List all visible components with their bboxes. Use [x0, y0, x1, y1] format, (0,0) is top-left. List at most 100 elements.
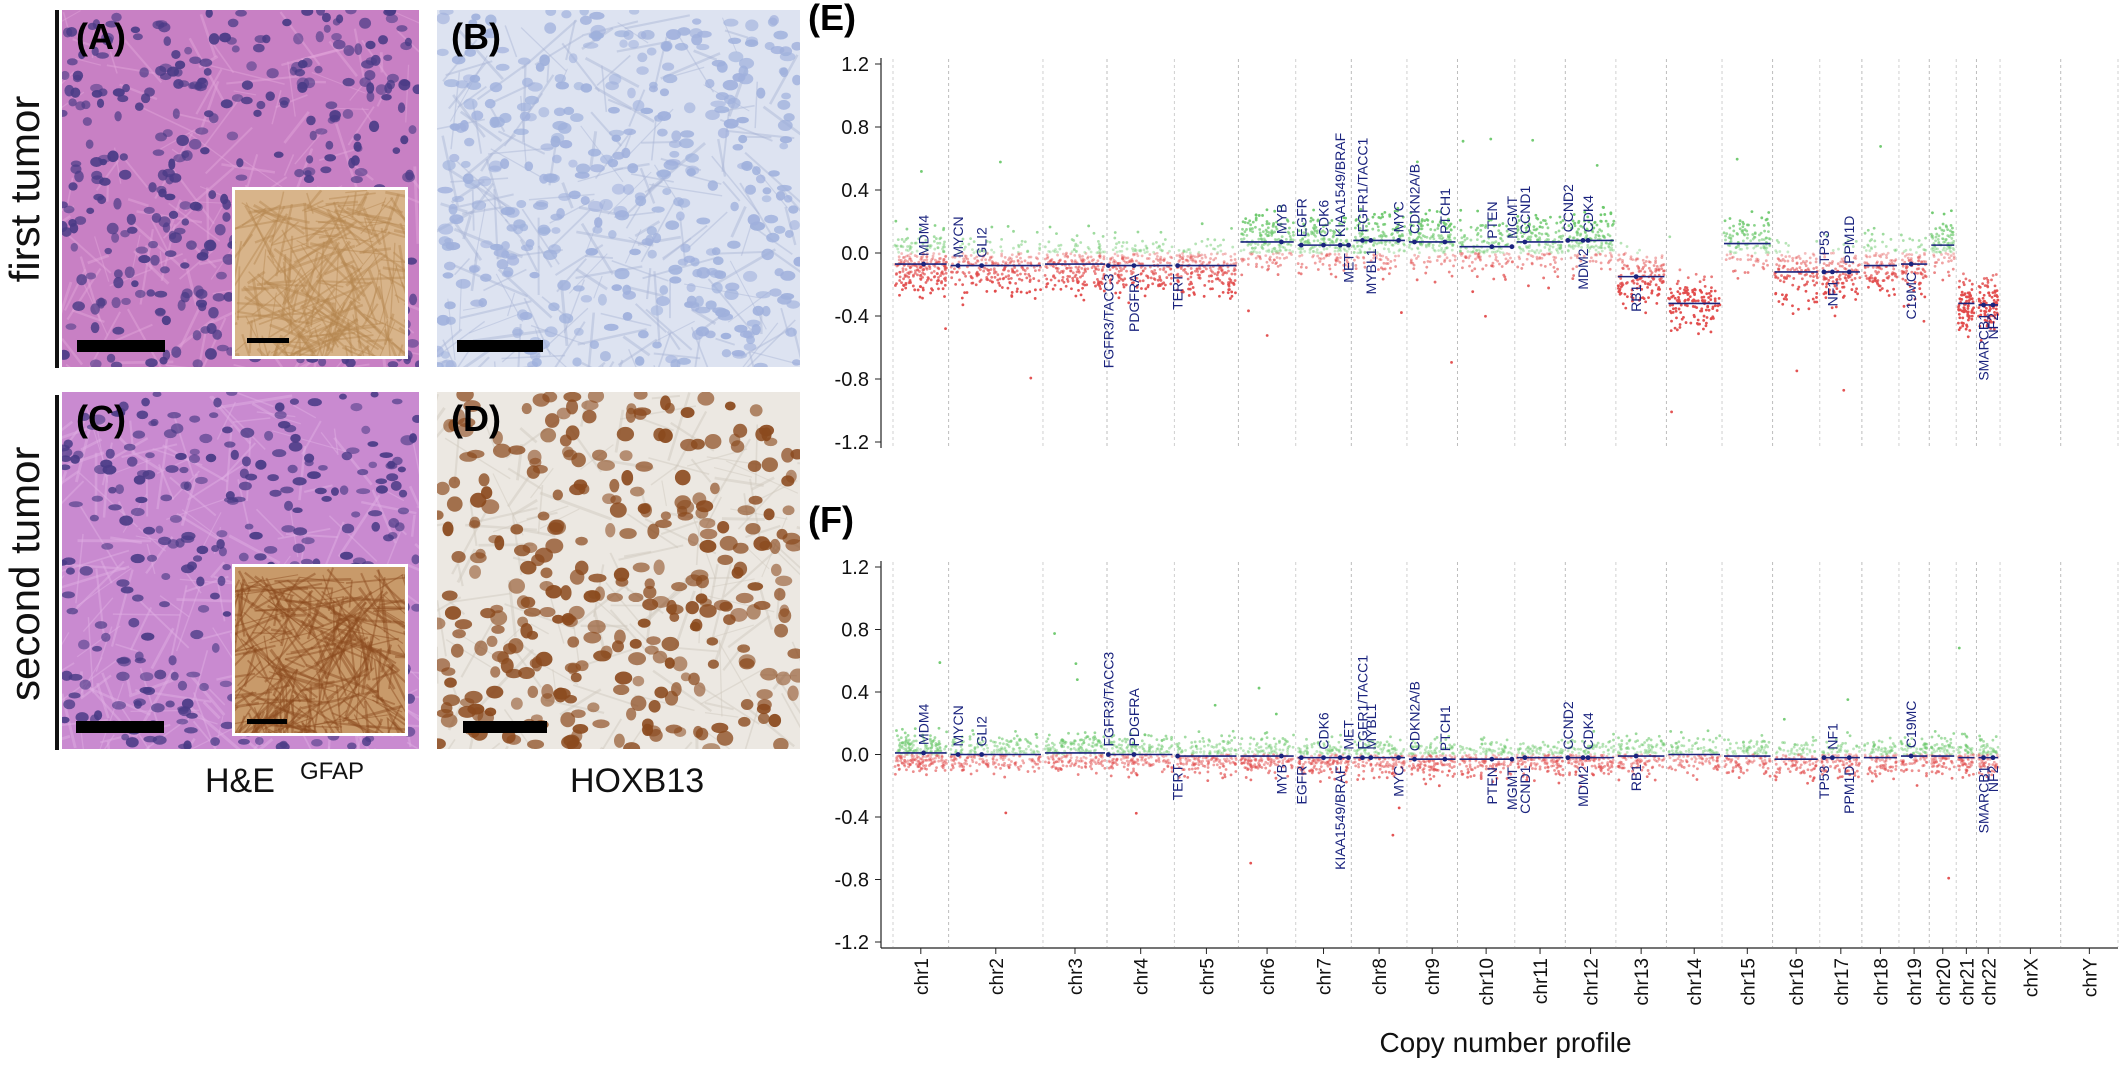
- cnv-point: [1469, 250, 1473, 254]
- cnv-point: [1320, 237, 1324, 241]
- cnv-point: [926, 754, 930, 758]
- cnv-point: [1281, 748, 1285, 752]
- cnv-point: [1047, 249, 1051, 253]
- cnv-point: [905, 254, 909, 258]
- cnv-point: [945, 730, 949, 734]
- cnv-point: [1549, 251, 1553, 254]
- cnv-point: [1709, 289, 1713, 293]
- cnv-point: [1101, 234, 1105, 238]
- cnv-point: [1197, 254, 1201, 258]
- cnv-point: [1167, 746, 1171, 750]
- cnv-point: [1379, 258, 1383, 262]
- cnv-point: [1785, 297, 1789, 301]
- cnv-point: [949, 265, 953, 269]
- cnv-point: [1854, 290, 1857, 294]
- gene-marker: [1633, 274, 1639, 280]
- cnv-point: [1149, 763, 1153, 767]
- cnv-point: [1273, 209, 1277, 213]
- cnv-point: [1585, 234, 1589, 238]
- cnv-point: [1080, 259, 1084, 263]
- cnv-point: [1230, 738, 1234, 742]
- cnv-point: [906, 249, 910, 253]
- cnv-point: [1159, 230, 1163, 234]
- cnv-point: [1728, 244, 1732, 248]
- cnv-point: [1322, 225, 1325, 228]
- cnv-point: [1045, 740, 1048, 743]
- cnv-point: [1727, 236, 1731, 239]
- cnv-point: [1800, 277, 1804, 281]
- cnv-point: [1983, 284, 1987, 288]
- cnv-point: [1126, 768, 1129, 771]
- cnv-point: [1560, 257, 1564, 261]
- cnv-point: [1189, 267, 1193, 270]
- cnv-point: [1018, 737, 1022, 741]
- gene-marker: [1908, 261, 1914, 267]
- cnv-point: [1088, 760, 1092, 764]
- cnv-point: [1266, 226, 1270, 230]
- cnv-point: [1922, 319, 1926, 323]
- cnv-point: [1299, 265, 1303, 269]
- cnv-point: [1724, 234, 1727, 238]
- cnv-point: [1767, 211, 1771, 214]
- cnv-point: [1864, 249, 1868, 252]
- cnv-point: [1073, 253, 1077, 257]
- cnv-point: [1764, 218, 1768, 222]
- gene-label: C19MC: [1903, 272, 1919, 319]
- cnv-point: [1246, 257, 1250, 261]
- cnv-point: [1247, 309, 1250, 313]
- cnv-point: [1934, 227, 1938, 231]
- cnv-point: [1285, 248, 1288, 252]
- cnv-point: [1007, 758, 1011, 761]
- cnv-point: [1447, 270, 1451, 274]
- cnv-point: [993, 744, 997, 748]
- cnv-point: [1984, 307, 1988, 310]
- cnv-point: [1339, 249, 1343, 253]
- cnv-point: [1355, 245, 1359, 248]
- cnv-point: [1160, 249, 1164, 253]
- cnv-point: [951, 270, 954, 274]
- y-tick-label: -0.8: [835, 369, 869, 391]
- cnv-point: [1084, 736, 1088, 740]
- cnv-point: [933, 224, 937, 227]
- cnv-point: [1116, 254, 1120, 258]
- cnv-point: [1591, 259, 1595, 263]
- cnv-point: [1638, 248, 1641, 252]
- cnv-point: [1299, 272, 1303, 276]
- cnv-point: [1960, 293, 1963, 297]
- cnv-point: [961, 260, 965, 264]
- cnv-point: [1963, 292, 1967, 296]
- cnv-point: [1215, 273, 1219, 277]
- cnv-point: [1071, 279, 1075, 283]
- cnv-point: [1481, 250, 1485, 254]
- cnv-point: [1347, 247, 1351, 251]
- cnv-point: [1198, 740, 1202, 743]
- cnv-point: [1844, 267, 1848, 271]
- cnv-point: [1717, 297, 1721, 300]
- cnv-point: [1534, 213, 1538, 217]
- cnv-point: [895, 244, 899, 248]
- cnv-point: [1012, 246, 1015, 250]
- cnv-point: [1316, 239, 1320, 243]
- cnv-point: [1148, 253, 1152, 256]
- cnv-point: [1258, 228, 1262, 231]
- cnv-point: [1111, 766, 1115, 770]
- cnv-point: [1970, 314, 1974, 318]
- cnv-point: [1796, 287, 1800, 291]
- cnv-point: [990, 275, 994, 279]
- cnv-point: [1597, 251, 1600, 254]
- cnv-point: [1017, 253, 1021, 257]
- cnv-point: [1603, 246, 1607, 250]
- cnv-point: [1315, 250, 1319, 254]
- cnv-point: [1458, 218, 1462, 222]
- cnv-point: [1920, 292, 1923, 296]
- cnv-point: [1035, 230, 1039, 234]
- cnv-point: [1027, 745, 1031, 748]
- cnv-point: [1249, 765, 1253, 769]
- cnv-point: [1742, 232, 1746, 236]
- cnv-point: [1278, 748, 1282, 752]
- cnv-point: [1044, 265, 1048, 268]
- cnv-point: [1795, 262, 1799, 266]
- cnv-point: [1788, 255, 1791, 258]
- cnv-point: [998, 741, 1002, 745]
- cnv-point: [1273, 745, 1277, 749]
